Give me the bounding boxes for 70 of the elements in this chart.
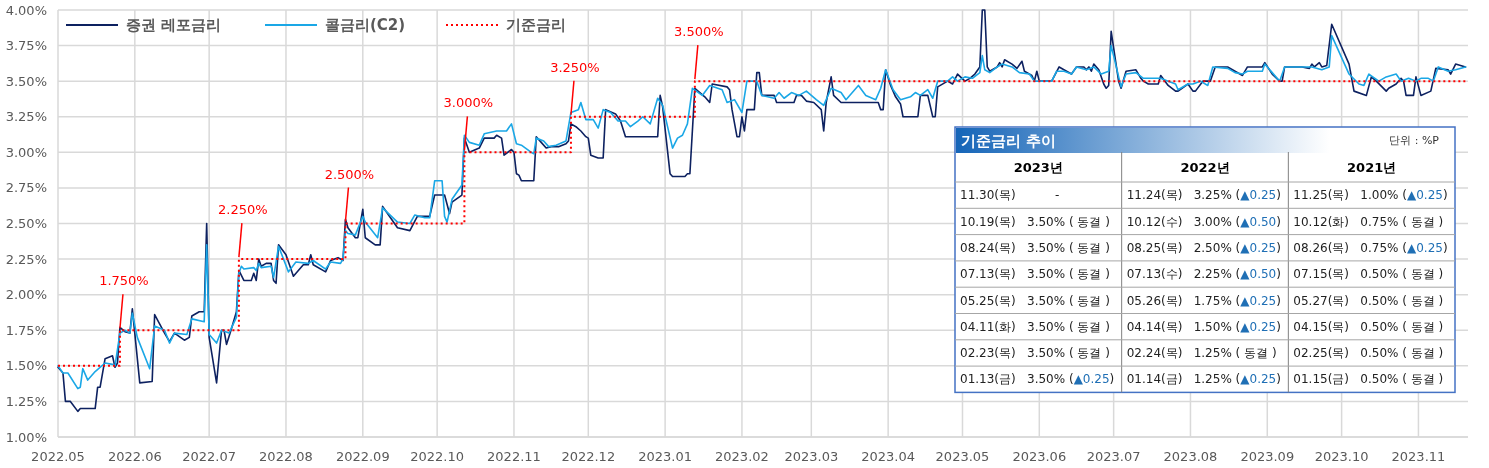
annotation: 2.250% bbox=[218, 202, 268, 218]
y-tick-label: 2.00% bbox=[5, 287, 47, 303]
y-tick-label: 1.75% bbox=[5, 322, 47, 338]
x-tick-label: 2022.05 bbox=[31, 448, 85, 464]
x-tick-label: 2023.03 bbox=[784, 448, 839, 464]
text: 07.15(목) 0.50% ( 동결 ) bbox=[1293, 267, 1444, 282]
text: 기준금리 추이 bbox=[961, 131, 1057, 150]
x-tick-label: 2023.05 bbox=[935, 448, 990, 464]
text: 01.13(금) 3.50% (▲0.25) bbox=[960, 372, 1115, 387]
text: 05.25(목) 3.50% ( 동결 ) bbox=[960, 293, 1110, 308]
category-label: 2021년 bbox=[1347, 159, 1397, 175]
text: 07.13(목) 3.50% ( 동결 ) bbox=[960, 267, 1110, 282]
annotation: 3.500% bbox=[674, 24, 724, 40]
text: 02.23(목) 3.50% ( 동결 ) bbox=[960, 346, 1110, 361]
y-tick-label: 1.50% bbox=[5, 358, 47, 374]
annotation: 3.250% bbox=[550, 59, 600, 75]
text: 04.11(화) 3.50% ( 동결 ) bbox=[960, 319, 1110, 334]
text: 04.15(목) 0.50% ( 동결 ) bbox=[1293, 319, 1444, 334]
annotation: 단위 : %P bbox=[1389, 134, 1440, 148]
x-tick-label: 2022.11 bbox=[487, 448, 541, 464]
text: 10.12(화) 0.75% ( 동결 ) bbox=[1293, 214, 1444, 229]
x-tick-label: 2023.04 bbox=[861, 448, 916, 464]
x-tick-label: 2022.07 bbox=[182, 448, 237, 464]
x-tick-label: 2023.09 bbox=[1240, 448, 1295, 464]
y-tick-label: 3.50% bbox=[5, 73, 47, 89]
text: 11.25(목) 1.00% (▲0.25) bbox=[1293, 188, 1448, 203]
annotation: 1.750% bbox=[99, 273, 149, 289]
x-tick-label: 2023.08 bbox=[1163, 448, 1218, 464]
text: 08.24(목) 3.50% ( 동결 ) bbox=[960, 240, 1110, 255]
y-tick-label: 3.00% bbox=[5, 144, 47, 160]
legend-label: 콜금리(C2) bbox=[325, 16, 406, 35]
text: 01.15(금) 0.50% ( 동결 ) bbox=[1293, 372, 1444, 387]
legend-label: 증권 레포금리 bbox=[126, 16, 222, 35]
y-tick-label: 2.75% bbox=[5, 180, 47, 196]
y-tick-label: 3.25% bbox=[5, 109, 47, 125]
legend-label: 기준금리 bbox=[506, 16, 566, 35]
text: 02.24(목) 1.25% ( 동결 ) bbox=[1126, 346, 1277, 361]
annotation: 3.000% bbox=[443, 95, 494, 111]
y-tick-label: 2.25% bbox=[5, 251, 47, 267]
x-tick-label: 2022.06 bbox=[107, 448, 162, 464]
y-tick-label: 3.75% bbox=[5, 38, 47, 54]
text: 08.25(목) 2.50% (▲0.25) bbox=[1126, 240, 1281, 255]
text: 08.26(목) 0.75% (▲0.25) bbox=[1293, 240, 1448, 255]
text: 07.13(수) 2.25% (▲0.50) bbox=[1126, 267, 1281, 282]
text: 05.26(목) 1.75% (▲0.25) bbox=[1126, 293, 1281, 308]
x-tick-label: 2023.06 bbox=[1012, 448, 1067, 464]
text: 01.14(금) 1.25% (▲0.25) bbox=[1126, 372, 1281, 387]
text: 04.14(목) 1.50% (▲0.25) bbox=[1126, 319, 1281, 334]
x-tick-label: 2022.08 bbox=[259, 448, 313, 464]
x-tick-label: 2022.10 bbox=[410, 448, 465, 464]
y-tick-label: 4.00% bbox=[5, 2, 47, 18]
text: 10.19(목) 3.50% ( 동결 ) bbox=[960, 214, 1110, 229]
text: 05.27(목) 0.50% ( 동결 ) bbox=[1293, 293, 1444, 308]
text: 11.24(목) 3.25% (▲0.25) bbox=[1126, 188, 1281, 203]
x-tick-label: 2023.11 bbox=[1391, 448, 1446, 464]
category-label: 2023년 bbox=[1013, 159, 1063, 175]
y-tick-label: 1.25% bbox=[5, 393, 47, 409]
x-tick-label: 2022.09 bbox=[335, 448, 390, 464]
x-tick-label: 2023.02 bbox=[715, 448, 769, 464]
x-tick-label: 2023.01 bbox=[638, 448, 692, 464]
x-tick-label: 2023.10 bbox=[1314, 448, 1369, 464]
x-tick-label: 2023.07 bbox=[1086, 448, 1141, 464]
y-tick-label: 1.00% bbox=[5, 429, 47, 445]
x-tick-label: 2022.12 bbox=[561, 448, 616, 464]
y-tick-label: 2.50% bbox=[5, 216, 47, 232]
annotation: 2.500% bbox=[324, 166, 375, 182]
category-label: 2022년 bbox=[1180, 159, 1230, 175]
text: 02.25(목) 0.50% ( 동결 ) bbox=[1293, 346, 1444, 361]
text: 11.30(목) - bbox=[960, 188, 1060, 203]
text: 10.12(수) 3.00% (▲0.50) bbox=[1126, 214, 1281, 229]
